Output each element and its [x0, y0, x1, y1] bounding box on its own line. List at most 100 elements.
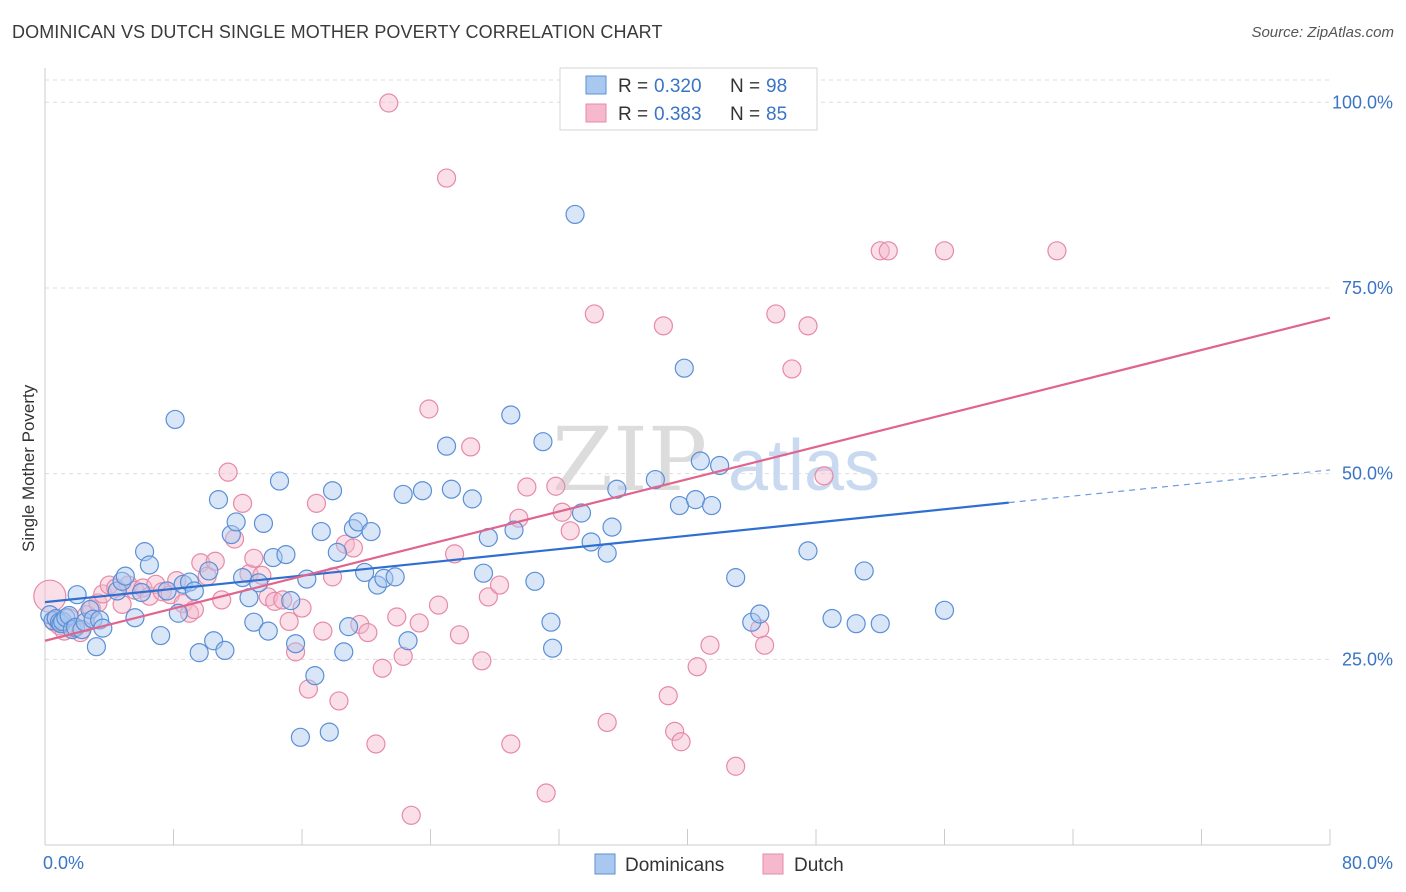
dutch-point [1047, 241, 1067, 261]
dutch-point [870, 241, 890, 261]
dominican-point [385, 567, 405, 587]
dominican-point [199, 561, 219, 581]
dutch-point [449, 625, 470, 645]
dominican-trend-extension [1008, 469, 1331, 504]
dominican-point [165, 409, 185, 430]
dominican-point [348, 512, 368, 532]
dominican-point [276, 544, 296, 565]
y-tick-labels: 25.0% 50.0% 75.0% 100.0% [1332, 92, 1393, 669]
dutch-point [292, 598, 312, 618]
dominican-point [361, 521, 381, 542]
dominican-point [305, 666, 325, 686]
dominican-point [674, 358, 694, 378]
dominican-point [393, 484, 413, 505]
legend-n-value-2: 85 [766, 104, 787, 125]
dominican-point [525, 571, 545, 591]
dominican-point [504, 520, 524, 540]
dominican-point [151, 625, 171, 646]
legend-swatch-dutch [585, 103, 607, 123]
legend-r-value-2: 0.383 [654, 104, 702, 125]
dutch-point [306, 493, 327, 513]
y-tick-label: 100.0% [1332, 92, 1393, 112]
y-tick-label: 50.0% [1342, 464, 1393, 484]
dominican-point [602, 517, 622, 537]
dominican-point [398, 631, 418, 651]
dominican-point [441, 479, 461, 499]
legend-r-label-1: R = [618, 76, 648, 97]
dutch-point [366, 734, 386, 754]
dominican-point [870, 614, 890, 634]
dutch-point [546, 476, 566, 496]
dutch-point [597, 712, 617, 733]
dutch-point [387, 607, 407, 627]
dutch-point [379, 93, 399, 113]
dominican-point [822, 608, 842, 629]
dutch-point [343, 538, 363, 558]
dominican-trend-line [44, 501, 1009, 604]
dominican-point [334, 642, 354, 662]
dominican-point [798, 541, 818, 561]
dutch-point [687, 657, 707, 677]
legend-n-label-2: N = [730, 104, 760, 125]
dutch-point [766, 304, 786, 324]
dominican-point [701, 495, 722, 516]
dominican-point [285, 634, 306, 654]
dominican-point [645, 469, 665, 490]
dominican-point [258, 621, 278, 641]
y-tick-label: 75.0% [1342, 278, 1393, 298]
bottom-legend-dominicans: Dominicans [625, 855, 724, 876]
dominican-point [501, 405, 521, 425]
dominican-point [189, 643, 209, 663]
watermark-zip: ZIP [552, 408, 707, 511]
dutch-point [285, 642, 306, 662]
dominican-point [581, 532, 601, 552]
dutch-point [313, 621, 333, 641]
dutch-point [358, 622, 378, 643]
bottom-legend: Dominicans Dutch [594, 853, 844, 876]
dutch-point [232, 493, 253, 513]
legend-box: R = 0.320 N = 98 R = 0.383 N = 85 [559, 67, 818, 131]
chart-title: DOMINICAN VS DUTCH SINGLE MOTHER POVERTY… [12, 22, 663, 42]
dutch-point [489, 575, 510, 595]
dutch-point [212, 590, 232, 610]
dominican-point [290, 727, 310, 747]
dutch-point [218, 462, 238, 482]
dominican-point [854, 561, 874, 581]
dutch-point [428, 595, 449, 615]
dutch-point [584, 304, 604, 324]
dominican-point [565, 204, 585, 225]
dominican-point [184, 581, 204, 601]
dutch-point [401, 805, 421, 825]
watermark: ZIP atlas [552, 408, 880, 511]
y-axis-title: Single Mother Poverty [19, 384, 38, 552]
dominican-point [338, 617, 359, 637]
dominican-point [571, 503, 592, 523]
dutch-point [146, 574, 166, 594]
dominican-point [269, 471, 290, 491]
y-tick-label: 25.0% [1342, 649, 1393, 669]
dutch-point [244, 548, 264, 568]
source-label: Source: ZipAtlas.com [1251, 24, 1394, 41]
dominican-point [56, 608, 76, 628]
x-tick-labels: 0.0% 80.0% [43, 853, 1393, 873]
dominican-point [86, 637, 107, 657]
dominican-point [685, 490, 706, 510]
dominican-point [934, 600, 955, 620]
dutch-point [461, 437, 481, 457]
dominican-point [327, 542, 347, 562]
dominican-point [597, 543, 617, 563]
dominican-point [208, 490, 229, 510]
dutch-point [658, 686, 678, 706]
trend-lines [44, 316, 1331, 642]
dominican-point [742, 612, 762, 632]
dominican-point [232, 568, 253, 588]
x-tick-label: 0.0% [43, 853, 84, 873]
dutch-point [329, 691, 349, 711]
dominican-point [115, 566, 135, 586]
dutch-point [934, 241, 955, 261]
dutch-points [33, 93, 1067, 825]
dutch-point [782, 359, 802, 379]
dutch-point [419, 399, 439, 419]
dominican-point [462, 489, 482, 509]
dominican-point [226, 512, 246, 532]
